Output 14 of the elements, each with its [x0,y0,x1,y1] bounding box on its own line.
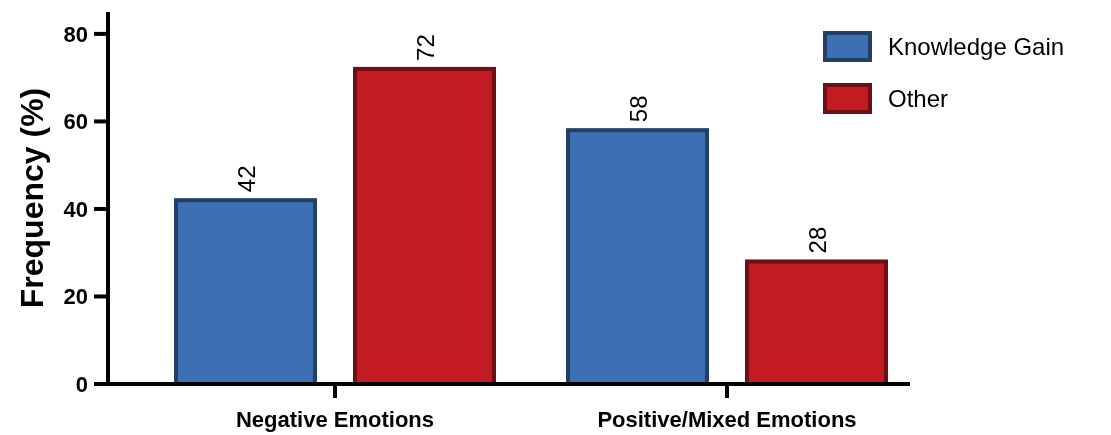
y-tick-label: 40 [63,196,88,222]
y-tick-label: 80 [63,21,88,47]
y-axis-title: Frequency (%) [14,87,50,309]
legend-label: Knowledge Gain [888,33,1065,61]
data-label: 42 [232,165,260,193]
x-tick-label: Negative Emotions [235,407,435,432]
y-tick-label: 0 [75,371,88,397]
y-tick-label: 20 [63,284,88,310]
y-tick-label: 60 [63,109,88,135]
data-label: 28 [803,226,831,254]
legend-label: Other [888,85,949,113]
data-label: 72 [411,34,439,61]
data-label: 58 [624,95,652,123]
x-tick-label: Positive/Mixed Emotions [597,407,857,432]
